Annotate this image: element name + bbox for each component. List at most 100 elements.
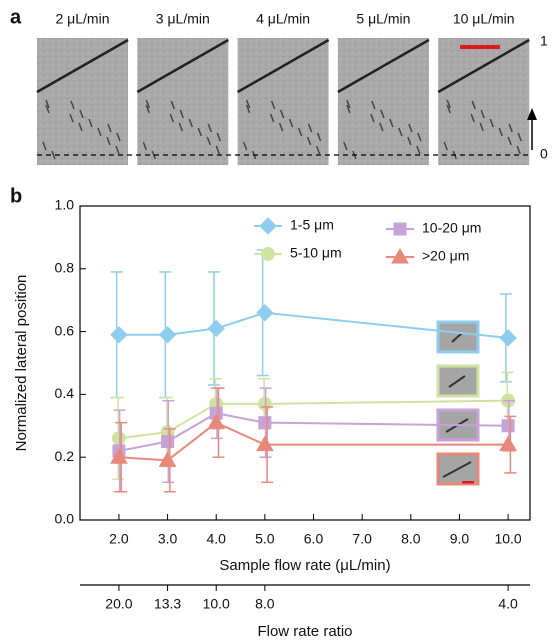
marker bbox=[110, 326, 128, 344]
y-tick-label: 1.0 bbox=[55, 197, 75, 213]
y-tick-label: 0.0 bbox=[55, 511, 75, 527]
particle bbox=[51, 150, 56, 160]
marker bbox=[110, 448, 128, 464]
micrograph bbox=[337, 38, 429, 165]
particle bbox=[42, 141, 47, 151]
marker bbox=[161, 435, 175, 448]
particle bbox=[116, 132, 121, 142]
x-tick-label: 6.0 bbox=[304, 531, 324, 547]
particle bbox=[379, 122, 384, 132]
legend-label: >20 μm bbox=[422, 248, 469, 264]
particle bbox=[446, 104, 451, 114]
x2-tick-label: 20.0 bbox=[105, 596, 132, 612]
x2-tick-label: 4.0 bbox=[498, 596, 518, 612]
particle bbox=[270, 100, 276, 110]
y-tick-label: 0.4 bbox=[55, 385, 75, 401]
channel-edge bbox=[36, 38, 129, 94]
particle bbox=[151, 150, 157, 160]
image-label: 4 μL/min bbox=[256, 11, 310, 27]
particle bbox=[107, 123, 112, 133]
plot-frame bbox=[79, 205, 531, 521]
particle bbox=[97, 127, 102, 137]
arrow-head bbox=[527, 108, 537, 120]
legend-marker bbox=[393, 222, 407, 236]
particle bbox=[142, 141, 148, 151]
scale-bar bbox=[460, 45, 500, 49]
image-label: 5 μL/min bbox=[356, 11, 410, 27]
marker bbox=[501, 419, 515, 433]
particle bbox=[69, 113, 74, 123]
particle bbox=[115, 145, 120, 155]
x-tick-label: 8.0 bbox=[401, 531, 421, 547]
particle bbox=[170, 100, 176, 110]
particle bbox=[278, 122, 284, 132]
x2-tick-label: 10.0 bbox=[203, 596, 230, 612]
x2-tick-label: 13.3 bbox=[154, 596, 181, 612]
marker bbox=[256, 435, 274, 452]
inset-scale-bar bbox=[462, 481, 474, 484]
legend-label: 5-10 μm bbox=[290, 245, 342, 261]
x-tick-label: 7.0 bbox=[352, 531, 372, 547]
inset-particle bbox=[451, 332, 463, 343]
particle bbox=[269, 113, 275, 123]
particle bbox=[216, 132, 222, 142]
micrograph bbox=[37, 38, 128, 165]
y-axis-label: Normalized lateral position bbox=[13, 275, 30, 452]
scale-bottom: 0 bbox=[540, 146, 548, 162]
legend-label: 1-5 μm bbox=[290, 217, 334, 233]
particle bbox=[480, 109, 485, 119]
inset-particle bbox=[442, 461, 472, 478]
particle bbox=[489, 118, 494, 128]
particle bbox=[215, 145, 221, 155]
particle bbox=[279, 109, 285, 119]
particle bbox=[507, 136, 512, 146]
particle bbox=[306, 136, 312, 146]
particle bbox=[470, 113, 475, 123]
x-tick-label: 4.0 bbox=[206, 531, 226, 547]
x2-tick-label: 8.0 bbox=[255, 596, 275, 612]
particle bbox=[346, 99, 351, 109]
panel-label: b bbox=[10, 185, 22, 207]
particle bbox=[188, 118, 194, 128]
x-tick-label: 3.0 bbox=[158, 531, 178, 547]
particle bbox=[245, 104, 251, 114]
channel-edge bbox=[236, 38, 330, 94]
channel-edge bbox=[337, 38, 430, 94]
particle bbox=[517, 132, 522, 142]
x-tick-label: 2.0 bbox=[109, 531, 129, 547]
particle bbox=[380, 109, 385, 119]
marker bbox=[258, 416, 272, 430]
y-tick-label: 0.2 bbox=[55, 448, 75, 464]
particle bbox=[508, 123, 513, 133]
particle bbox=[389, 118, 394, 128]
particle bbox=[479, 122, 484, 132]
particle bbox=[79, 109, 84, 119]
marker bbox=[158, 326, 177, 344]
particle bbox=[315, 145, 321, 155]
particle bbox=[45, 104, 50, 114]
particle bbox=[207, 123, 213, 133]
y-tick-label: 0.8 bbox=[55, 260, 75, 276]
scale-top: 1 bbox=[540, 33, 548, 49]
particle bbox=[169, 113, 175, 123]
image-label: 10 μL/min bbox=[453, 11, 515, 27]
image-label: 3 μL/min bbox=[156, 11, 210, 27]
particle bbox=[197, 127, 203, 137]
particle bbox=[316, 132, 322, 142]
inset-image bbox=[436, 364, 480, 398]
particle bbox=[88, 118, 93, 128]
particle bbox=[407, 136, 412, 146]
marker bbox=[207, 319, 225, 338]
particle bbox=[516, 145, 521, 155]
particle bbox=[145, 99, 151, 109]
particle bbox=[70, 100, 75, 110]
particle bbox=[498, 127, 503, 137]
legend-marker bbox=[391, 247, 409, 264]
particle bbox=[446, 99, 451, 109]
particle bbox=[288, 118, 294, 128]
legend-marker bbox=[261, 247, 275, 261]
micrograph bbox=[237, 38, 329, 165]
particle bbox=[370, 113, 375, 123]
particle bbox=[145, 104, 151, 114]
channel-edge bbox=[437, 38, 530, 94]
